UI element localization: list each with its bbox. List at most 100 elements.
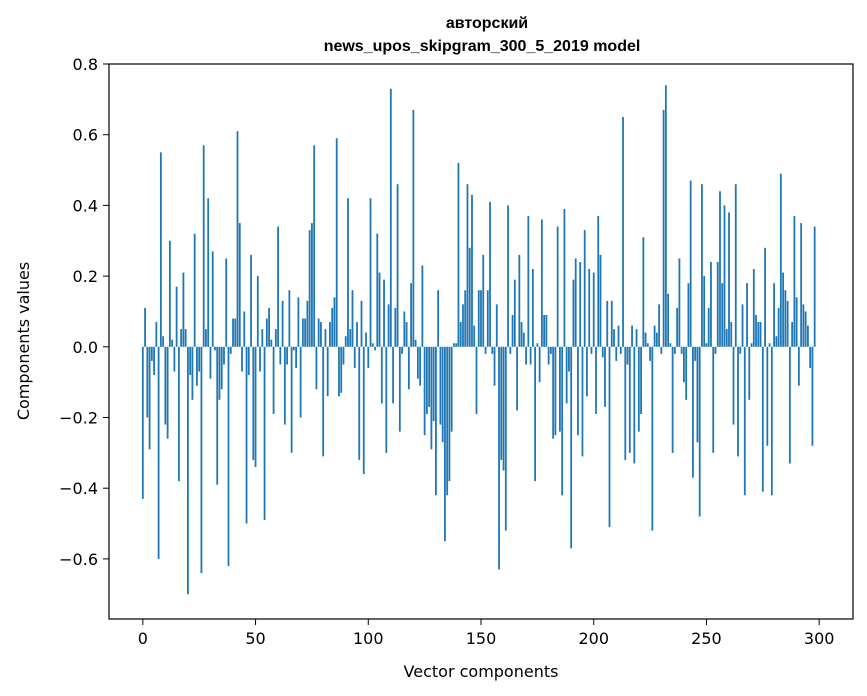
bar-163 bbox=[509, 346, 512, 354]
bar-222 bbox=[642, 237, 645, 347]
bar-137 bbox=[450, 346, 453, 432]
bar-153 bbox=[486, 290, 489, 347]
bar-295 bbox=[807, 325, 809, 347]
bar-16 bbox=[177, 346, 180, 482]
bar-224 bbox=[646, 343, 649, 347]
bar-151 bbox=[482, 254, 485, 347]
bar-76 bbox=[313, 145, 316, 347]
bar-160 bbox=[502, 346, 505, 471]
bar-83 bbox=[329, 322, 331, 347]
bar-39 bbox=[229, 346, 232, 354]
bar-36 bbox=[223, 346, 225, 365]
bar-193 bbox=[577, 346, 579, 436]
bar-115 bbox=[401, 346, 403, 354]
bar-94 bbox=[353, 346, 356, 369]
bar-214 bbox=[624, 346, 627, 460]
bar-192 bbox=[574, 258, 577, 347]
bar-183 bbox=[554, 346, 557, 436]
bar-136 bbox=[448, 346, 451, 482]
bar-127 bbox=[428, 346, 431, 407]
x-axis: 0 50 100 150 200 250 300 bbox=[138, 619, 834, 648]
bar-116 bbox=[403, 311, 406, 347]
bar-268 bbox=[746, 283, 748, 347]
bar-119 bbox=[410, 283, 413, 347]
bar-213 bbox=[622, 117, 624, 347]
bar-150 bbox=[480, 290, 482, 347]
x-tick-label: 250 bbox=[691, 629, 722, 648]
bar-162 bbox=[507, 205, 509, 347]
bar-282 bbox=[777, 307, 780, 347]
bar-171 bbox=[527, 216, 530, 347]
bar-227 bbox=[653, 325, 656, 347]
bar-218 bbox=[633, 346, 636, 464]
bar-117 bbox=[405, 322, 408, 347]
bar-165 bbox=[513, 279, 516, 347]
bar-29 bbox=[207, 198, 210, 347]
bar-276 bbox=[764, 247, 766, 347]
bar-246 bbox=[696, 346, 699, 443]
bar-85 bbox=[333, 297, 336, 347]
bar-84 bbox=[331, 307, 334, 347]
bar-191 bbox=[572, 279, 575, 347]
bar-203 bbox=[599, 254, 602, 347]
bar-164 bbox=[511, 314, 514, 347]
bar-130 bbox=[435, 346, 437, 496]
bar-293 bbox=[802, 304, 805, 347]
bar-9 bbox=[162, 336, 165, 347]
bar-220 bbox=[637, 346, 640, 432]
bar-65 bbox=[288, 290, 291, 347]
bar-103 bbox=[374, 346, 376, 351]
bar-236 bbox=[673, 346, 676, 354]
bar-72 bbox=[304, 318, 307, 347]
bar-47 bbox=[247, 346, 250, 376]
bar-56 bbox=[268, 307, 270, 347]
bar-101 bbox=[369, 198, 372, 347]
bar-194 bbox=[579, 261, 582, 347]
bar-292 bbox=[800, 223, 803, 347]
bar-100 bbox=[367, 346, 370, 369]
bar-264 bbox=[737, 346, 739, 457]
bar-32 bbox=[214, 346, 216, 351]
bar-3 bbox=[148, 346, 151, 450]
bar-185 bbox=[559, 346, 561, 432]
y-tick-label: 0.0 bbox=[73, 338, 98, 357]
y-axis-label: Components values bbox=[14, 262, 33, 420]
bar-129 bbox=[432, 346, 435, 422]
bar-182 bbox=[552, 346, 555, 439]
bar-28 bbox=[205, 329, 207, 347]
bar-112 bbox=[394, 307, 397, 347]
bar-208 bbox=[610, 300, 613, 347]
bar-122 bbox=[416, 346, 419, 379]
bar-52 bbox=[259, 346, 261, 372]
bar-30 bbox=[209, 346, 212, 379]
bar-64 bbox=[286, 346, 289, 365]
bars-group bbox=[141, 85, 816, 595]
bar-201 bbox=[595, 346, 597, 414]
bar-17 bbox=[180, 329, 183, 347]
bar-223 bbox=[644, 332, 647, 347]
bar-6 bbox=[155, 322, 158, 347]
bar-212 bbox=[619, 346, 622, 354]
bar-132 bbox=[439, 346, 442, 425]
bar-170 bbox=[525, 346, 527, 365]
bar-107 bbox=[383, 279, 385, 347]
bar-240 bbox=[683, 346, 685, 383]
x-tick-label: 50 bbox=[245, 629, 265, 648]
bar-95 bbox=[356, 322, 358, 347]
bar-204 bbox=[601, 346, 604, 358]
bar-161 bbox=[504, 346, 507, 531]
bar-288 bbox=[791, 322, 794, 347]
bar-226 bbox=[651, 346, 654, 531]
bar-180 bbox=[547, 346, 550, 365]
bar-26 bbox=[200, 346, 203, 574]
bar-280 bbox=[773, 283, 775, 347]
bar-48 bbox=[250, 254, 252, 347]
bar-215 bbox=[626, 346, 629, 365]
bar-265 bbox=[739, 346, 742, 354]
bar-96 bbox=[358, 346, 361, 460]
bar-217 bbox=[631, 325, 633, 347]
bar-75 bbox=[311, 223, 313, 347]
bar-252 bbox=[710, 261, 712, 347]
bar-157 bbox=[495, 304, 498, 347]
bar-241 bbox=[685, 346, 688, 400]
